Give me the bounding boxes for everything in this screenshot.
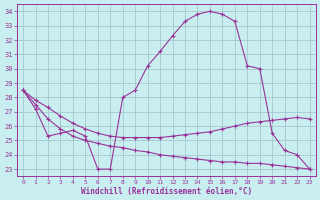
X-axis label: Windchill (Refroidissement éolien,°C): Windchill (Refroidissement éolien,°C) — [81, 187, 252, 196]
